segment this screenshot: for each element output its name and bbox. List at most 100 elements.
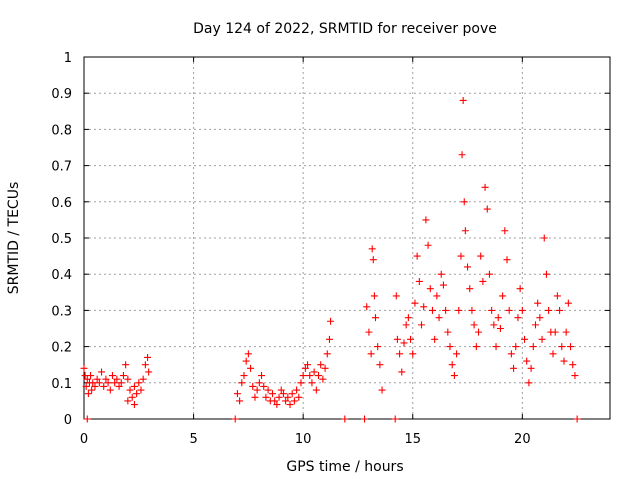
data-point (293, 386, 301, 394)
data-point (141, 361, 149, 369)
data-point (404, 314, 412, 322)
data-point (521, 335, 529, 343)
data-point (367, 350, 375, 358)
data-point (492, 343, 500, 351)
data-point (106, 386, 114, 394)
data-point (370, 292, 378, 300)
data-point (514, 314, 522, 322)
data-point (437, 270, 445, 278)
data-point (516, 285, 524, 293)
x-tick-label: 20 (514, 432, 531, 447)
data-points (80, 96, 581, 423)
data-point (448, 361, 456, 369)
data-point (411, 299, 419, 307)
data-point (102, 375, 110, 383)
axis-ticks (83, 56, 610, 420)
data-point (288, 390, 296, 398)
data-point (549, 350, 557, 358)
data-point (450, 372, 458, 380)
data-point (363, 303, 371, 311)
data-point (415, 277, 423, 285)
data-point (111, 379, 119, 387)
data-point (459, 96, 467, 104)
data-point (308, 379, 316, 387)
data-point (512, 343, 520, 351)
data-point (282, 397, 290, 405)
y-tick-label: 0 (64, 413, 72, 428)
data-point (144, 353, 152, 361)
data-point (284, 393, 292, 401)
data-point (556, 306, 564, 314)
data-point (433, 292, 441, 300)
data-point (319, 375, 327, 383)
data-point (341, 415, 349, 423)
data-point (124, 397, 132, 405)
data-point (488, 306, 496, 314)
data-point (573, 415, 581, 423)
data-point (525, 379, 533, 387)
data-point (518, 306, 526, 314)
data-point (472, 343, 480, 351)
data-point (402, 321, 410, 329)
data-point (461, 227, 469, 235)
data-point (567, 343, 575, 351)
y-tick-label: 0.8 (51, 123, 72, 138)
data-point (271, 397, 279, 405)
data-point (240, 372, 248, 380)
data-point (93, 375, 101, 383)
data-point (529, 343, 537, 351)
data-point (244, 350, 252, 358)
data-point (371, 314, 379, 322)
data-point (558, 343, 566, 351)
data-point (135, 379, 143, 387)
data-point (290, 397, 298, 405)
data-point (108, 372, 116, 380)
data-point (321, 364, 329, 372)
data-point (317, 361, 325, 369)
data-point (442, 306, 450, 314)
data-point (505, 306, 513, 314)
y-tick-label: 0.9 (51, 87, 72, 102)
data-point (323, 350, 331, 358)
data-point (369, 256, 377, 264)
data-point (562, 328, 570, 336)
data-point (91, 382, 99, 390)
data-point (83, 375, 91, 383)
data-point (538, 335, 546, 343)
data-point (262, 393, 270, 401)
data-point (479, 277, 487, 285)
data-point (325, 335, 333, 343)
data-point (545, 306, 553, 314)
data-point (104, 379, 112, 387)
data-point (304, 361, 312, 369)
data-point (560, 357, 568, 365)
data-point (477, 252, 485, 260)
data-point (551, 328, 559, 336)
data-point (378, 386, 386, 394)
data-point (464, 263, 472, 271)
data-point (315, 372, 323, 380)
data-point (133, 390, 141, 398)
data-point (534, 299, 542, 307)
data-point (253, 386, 261, 394)
data-point (393, 335, 401, 343)
data-point (409, 350, 417, 358)
data-point (420, 303, 428, 311)
data-point (100, 382, 108, 390)
data-point (460, 198, 468, 206)
data-point (569, 361, 577, 369)
data-point (275, 393, 283, 401)
data-point (115, 382, 123, 390)
data-point (481, 183, 489, 191)
data-point (494, 314, 502, 322)
data-point (236, 397, 244, 405)
data-point (424, 241, 432, 249)
data-point (264, 386, 272, 394)
grid-lines (84, 57, 610, 419)
data-point (435, 314, 443, 322)
data-point (268, 390, 276, 398)
data-point (439, 281, 447, 289)
data-point (247, 364, 255, 372)
data-point (503, 256, 511, 264)
